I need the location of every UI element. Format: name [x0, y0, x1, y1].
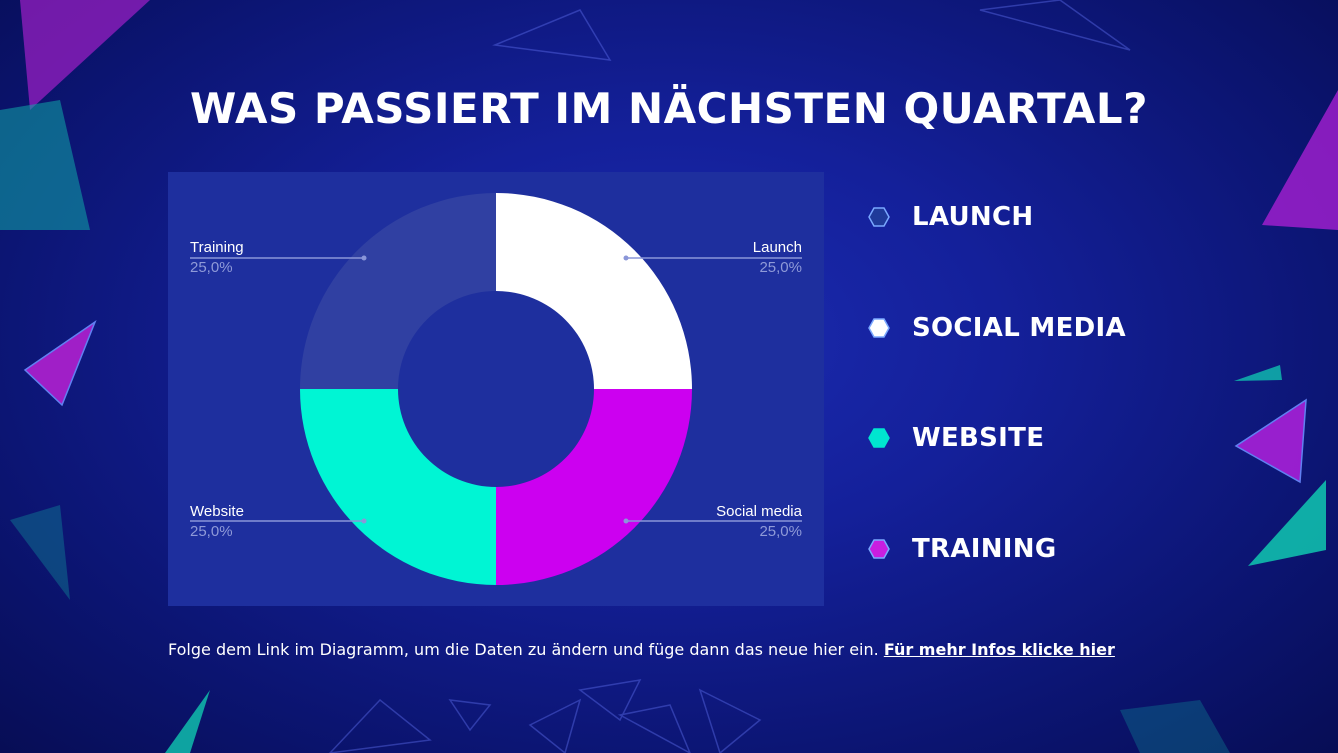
- legend-label-training: TRAINING: [912, 533, 1057, 564]
- legend-label-website: WEBSITE: [912, 423, 1045, 453]
- donut-slice-launch[interactable]: [496, 193, 692, 389]
- category-label-website: Website: [190, 503, 244, 520]
- hexagon-icon: [868, 317, 890, 338]
- value-label-website: 25,0%: [190, 523, 233, 540]
- donut-chart-panel[interactable]: Launch 25,0% Social media 25,0% Website 25,0%…: [168, 172, 824, 606]
- leader-dot-website: [361, 518, 367, 524]
- legend-label-social-media: SOCIAL MEDIA: [912, 312, 1126, 343]
- value-label-social-media: 25,0%: [759, 523, 802, 540]
- more-info-link[interactable]: Für mehr Infos klicke hier: [883, 640, 1115, 659]
- hexagon-icon: [868, 538, 890, 559]
- footer-note: Folge dem Link im Diagramm, um die Daten…: [168, 640, 1268, 659]
- leader-dot-launch: [623, 255, 629, 261]
- leader-dot-training: [361, 255, 367, 261]
- hexagon-icon: [868, 428, 890, 448]
- donut-slice-website[interactable]: [300, 389, 496, 585]
- hexagon-icon: [868, 207, 890, 227]
- legend-item-training: TRAINING: [868, 527, 1268, 571]
- legend-label-launch: LAUNCH: [912, 202, 1034, 232]
- slide-title: WAS PASSIERT IM NÄCHSTEN QUARTAL?: [190, 84, 1148, 133]
- category-label-social-media: Social media: [716, 503, 803, 520]
- footer-text: Folge dem Link im Diagramm, um die Daten…: [168, 640, 879, 659]
- legend-item-launch: LAUNCH: [868, 195, 1268, 239]
- legend-item-website: WEBSITE: [868, 416, 1268, 460]
- donut-slice-social-media[interactable]: [496, 389, 692, 585]
- category-label-launch: Launch: [753, 239, 802, 256]
- category-label-training: Training: [190, 239, 244, 256]
- value-label-training: 25,0%: [190, 259, 233, 276]
- value-label-launch: 25,0%: [759, 259, 802, 276]
- donut-slice-training[interactable]: [300, 193, 496, 389]
- leader-dot-social-media: [623, 518, 629, 524]
- legend-item-social-media: SOCIAL MEDIA: [868, 306, 1268, 350]
- donut-chart[interactable]: Launch 25,0% Social media 25,0% Website 25,0%…: [168, 172, 824, 606]
- legend: LAUNCH SOCIAL MEDIA WEBSITE TRAINING: [868, 195, 1268, 637]
